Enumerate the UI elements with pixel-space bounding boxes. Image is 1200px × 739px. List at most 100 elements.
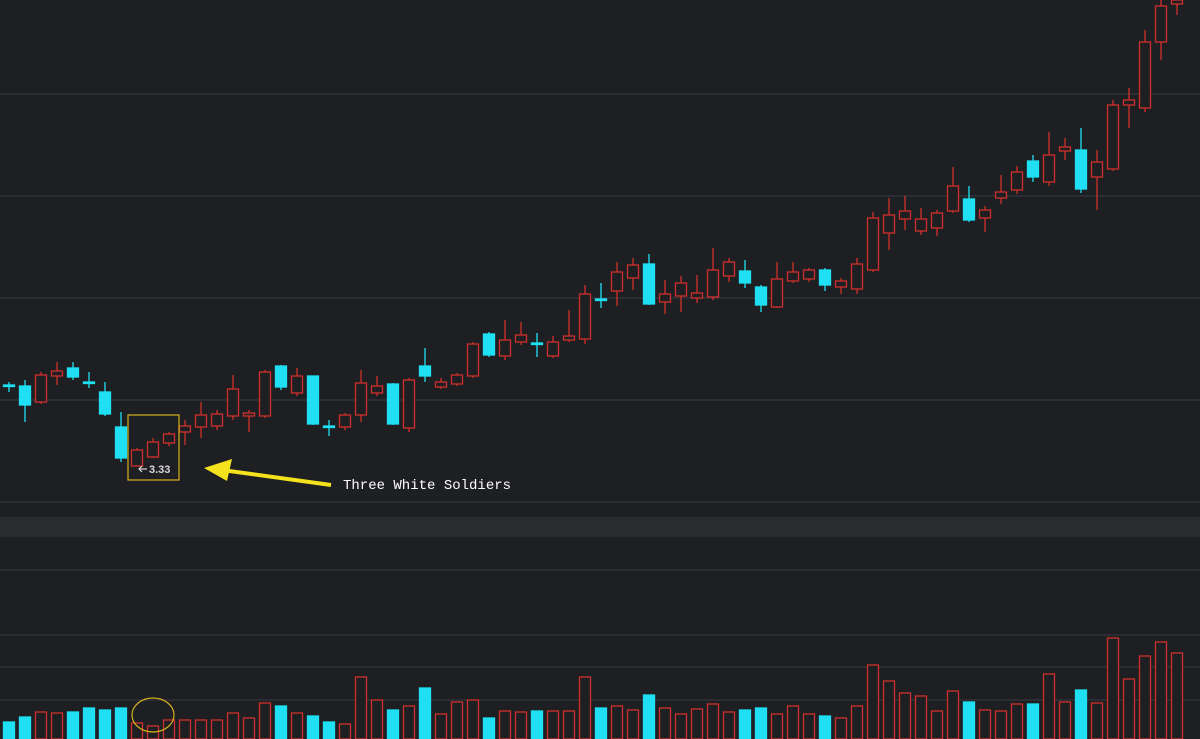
candle-body (834, 280, 848, 288)
volume-bar (386, 709, 400, 739)
candle-body (1138, 41, 1152, 109)
highlight-box (127, 414, 180, 481)
candle-body (194, 414, 208, 428)
candle-body (866, 217, 880, 271)
volume-bar (658, 707, 672, 739)
candle-body (610, 271, 624, 292)
candle-body (18, 385, 32, 406)
volume-bar (818, 715, 832, 739)
candle-body (450, 374, 464, 385)
candle-body (242, 412, 256, 417)
candle-body (434, 381, 448, 388)
candle-body (754, 286, 768, 306)
candle-body (1058, 146, 1072, 152)
volume-bar (50, 712, 64, 739)
volume-bar (594, 707, 608, 739)
candle-body (418, 365, 432, 377)
candle-body (354, 382, 368, 416)
volume-bar (306, 715, 320, 739)
candle-body (1122, 99, 1136, 106)
volume-bar (466, 699, 480, 739)
volume-bar (642, 694, 656, 739)
arrow (221, 468, 332, 487)
volume-bar (114, 707, 128, 739)
volume-bar (882, 680, 896, 739)
candle-body (738, 270, 752, 284)
volume-bar (754, 707, 768, 739)
candle-body (722, 261, 736, 277)
candle-body (674, 282, 688, 297)
candle-body (770, 278, 784, 308)
candle-body (578, 293, 592, 340)
volume-bar (1154, 641, 1168, 739)
volume-bar (1026, 703, 1040, 739)
candle-body (802, 269, 816, 280)
volume-bar (802, 713, 816, 739)
candle-body (914, 218, 928, 232)
candle-body (514, 334, 528, 343)
volume-bar (1138, 655, 1152, 739)
volume-bar (930, 710, 944, 739)
candle-body (818, 269, 832, 286)
volume-bar (834, 717, 848, 739)
volume-bar (354, 676, 368, 739)
volume-bar (402, 705, 416, 739)
volume-bar (546, 710, 560, 739)
candle-body (1090, 161, 1104, 178)
volume-bar (1042, 673, 1056, 739)
candle-body (2, 384, 16, 388)
candle-body (306, 375, 320, 425)
candle-body (146, 441, 160, 458)
volume-bar (626, 709, 640, 739)
volume-bar (610, 705, 624, 739)
candle-body (130, 449, 144, 467)
candle-body (82, 381, 96, 385)
candle-body (1074, 149, 1088, 190)
volume-bar (962, 701, 976, 739)
volume-bar (706, 703, 720, 739)
candle-body (466, 343, 480, 377)
candle-body (898, 210, 912, 220)
candle-body (1010, 171, 1024, 191)
candle-body (1026, 160, 1040, 178)
volume-bar (274, 705, 288, 739)
candle-body (34, 374, 48, 403)
candle-body (562, 335, 576, 341)
candle-body (66, 367, 80, 378)
volume-bar (978, 709, 992, 739)
candle-body (978, 209, 992, 219)
candle-body (962, 198, 976, 221)
volume-bar (2, 721, 16, 739)
volume-bar (562, 710, 576, 739)
volume-bar (82, 707, 96, 739)
candle-body (178, 425, 192, 433)
volume-bar (578, 676, 592, 739)
candle-body (546, 341, 560, 357)
volume-bar (690, 708, 704, 739)
volume-bar (210, 719, 224, 739)
volume-bar (994, 710, 1008, 739)
volume-bar (498, 710, 512, 739)
candle-body (226, 388, 240, 417)
candle-body (210, 413, 224, 427)
candle-body (370, 385, 384, 394)
candle-body (994, 191, 1008, 199)
volume-bar (98, 709, 112, 739)
grid (0, 93, 1200, 701)
volume-bar (946, 690, 960, 739)
candle-body (50, 370, 64, 377)
volume-bar (1090, 702, 1104, 739)
candle-body (946, 185, 960, 212)
volume-bar (482, 717, 496, 739)
candle-body (338, 414, 352, 428)
candle-body (658, 293, 672, 303)
candle-body (162, 433, 176, 444)
candle-body (706, 269, 720, 298)
volume-bar (674, 713, 688, 739)
candle-body (322, 425, 336, 429)
candle-body (1154, 5, 1168, 43)
candle-body (482, 333, 496, 356)
volume-bar (34, 711, 48, 739)
